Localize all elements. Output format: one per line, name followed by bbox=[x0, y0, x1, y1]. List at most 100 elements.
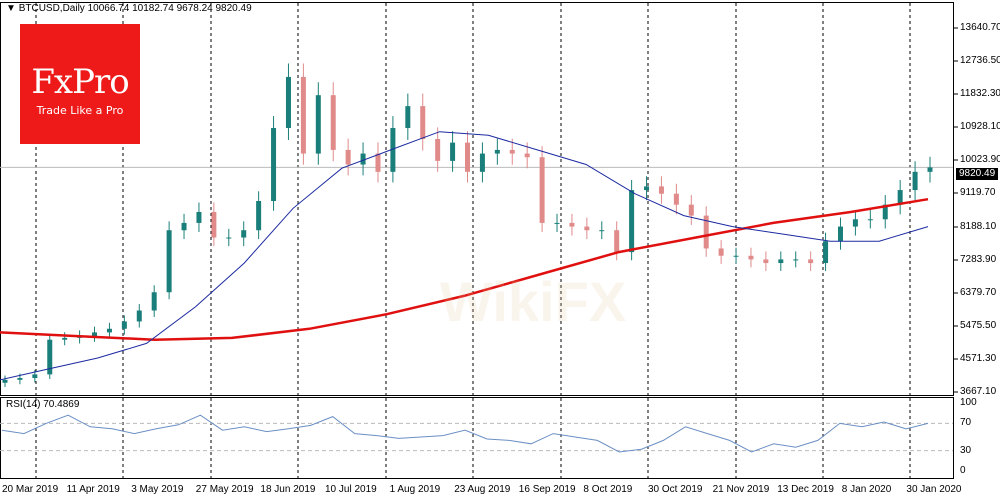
candle-body bbox=[912, 171, 918, 191]
price-tick-label: 11832.30 bbox=[960, 88, 1000, 99]
candle-body bbox=[2, 379, 8, 383]
price-tick-label: 13640.70 bbox=[960, 22, 1000, 33]
candle-body bbox=[882, 204, 888, 220]
candle-body bbox=[852, 219, 858, 227]
candle-body bbox=[733, 255, 739, 257]
candle-body bbox=[106, 328, 112, 333]
candle-body bbox=[315, 95, 321, 154]
date-tick-label: 8 Jan 2020 bbox=[841, 484, 892, 495]
date-tick-label: 23 Aug 2019 bbox=[454, 484, 511, 495]
candle-body bbox=[465, 142, 470, 172]
ohlc-readout: 10066.74 10182.74 9678.24 9820.49 bbox=[87, 3, 252, 14]
candle-body bbox=[435, 138, 441, 161]
candle-body bbox=[703, 215, 709, 249]
candle-body bbox=[778, 259, 784, 264]
logo-tagline: Trade Like a Pro bbox=[36, 104, 124, 117]
candle-body bbox=[92, 332, 98, 337]
date-tick-label: 21 Nov 2019 bbox=[712, 484, 770, 495]
date-tick-label: 30 Oct 2019 bbox=[648, 484, 703, 495]
candle-body bbox=[136, 310, 142, 322]
date-tick-label: 11 Apr 2019 bbox=[66, 484, 120, 495]
candle-body bbox=[748, 255, 754, 260]
watermark: WikiFX bbox=[440, 270, 627, 333]
candle-body bbox=[479, 153, 485, 172]
price-tick-label: 8188.10 bbox=[960, 221, 997, 232]
candle-body bbox=[211, 211, 217, 238]
candle-body bbox=[450, 142, 456, 161]
candle-body bbox=[614, 230, 620, 253]
candle-body bbox=[718, 248, 724, 256]
candle-body bbox=[226, 237, 232, 239]
candle-body bbox=[584, 226, 590, 231]
date-tick-label: 30 Jan 2020 bbox=[906, 484, 962, 495]
rsi-panel-border bbox=[0, 397, 954, 479]
ma-slow-line bbox=[0, 197, 929, 341]
candle-body bbox=[390, 128, 396, 172]
candle-body bbox=[151, 292, 157, 311]
candle-body bbox=[554, 222, 560, 224]
rsi-line bbox=[1, 414, 929, 453]
main-panel-border bbox=[0, 2, 954, 396]
candle-body bbox=[644, 186, 650, 191]
candle-body bbox=[62, 337, 68, 340]
candle-body bbox=[256, 201, 262, 231]
candle-body bbox=[360, 153, 366, 165]
price-tick-label: 12736.50 bbox=[960, 55, 1000, 66]
rsi-tick-label: 100 bbox=[960, 397, 977, 408]
price-tick-label: 10928.10 bbox=[960, 121, 1000, 132]
candle-body bbox=[823, 241, 829, 264]
date-tick-label: 16 Sep 2019 bbox=[518, 484, 576, 495]
candle-body bbox=[837, 226, 843, 242]
candle-body bbox=[867, 219, 873, 221]
candle-body bbox=[405, 106, 411, 129]
candle-body bbox=[17, 378, 23, 380]
symbol-title: BTCUSD,Daily bbox=[18, 3, 85, 14]
candle-body bbox=[808, 259, 814, 264]
chart-title: ▼ BTCUSD,Daily 10066.74 10182.74 9678.24… bbox=[6, 3, 252, 15]
date-tick-label: 8 Oct 2019 bbox=[583, 484, 633, 495]
price-tick-label: 10023.90 bbox=[960, 154, 1000, 165]
price-tick-label: 5475.50 bbox=[960, 320, 997, 331]
candle-body bbox=[673, 193, 679, 205]
date-tick-label: 27 May 2019 bbox=[195, 484, 254, 495]
date-tick-label: 1 Aug 2019 bbox=[389, 484, 441, 495]
logo-brand: FxPro bbox=[31, 62, 129, 102]
candle-body bbox=[300, 76, 306, 154]
date-tick-label: 20 Mar 2019 bbox=[2, 484, 59, 495]
candle-body bbox=[166, 230, 172, 293]
candle-body bbox=[763, 259, 769, 264]
candle-body bbox=[420, 106, 426, 139]
candle-body bbox=[629, 190, 635, 253]
ma-fast-line bbox=[0, 131, 929, 381]
candle-body bbox=[509, 149, 515, 154]
price-tick-label: 6379.70 bbox=[960, 287, 997, 298]
candle-body bbox=[897, 190, 903, 205]
candle-body bbox=[569, 222, 575, 227]
candle-body bbox=[196, 211, 202, 223]
date-tick-label: 13 Dec 2019 bbox=[777, 484, 834, 495]
candle-body bbox=[524, 153, 530, 158]
candle-body bbox=[330, 95, 336, 150]
collapse-triangle-icon[interactable]: ▼ bbox=[6, 3, 16, 14]
date-tick-label: 3 May 2019 bbox=[131, 484, 184, 495]
rsi-tick-label: 30 bbox=[960, 445, 972, 456]
candle-body bbox=[688, 204, 694, 216]
candle-body bbox=[793, 259, 799, 261]
candle-body bbox=[599, 230, 605, 232]
last-price-tag: 9820.49 bbox=[956, 168, 999, 180]
candle-body bbox=[494, 149, 500, 154]
candle-body bbox=[121, 321, 127, 329]
candle-body bbox=[271, 128, 277, 202]
candle-body bbox=[32, 374, 38, 379]
date-tick-label: 10 Jul 2019 bbox=[325, 484, 377, 495]
candle-body bbox=[539, 157, 545, 223]
candle-body bbox=[927, 167, 933, 172]
price-tick-label: 7283.90 bbox=[960, 254, 997, 265]
candle-body bbox=[658, 186, 664, 194]
price-tick-label: 4571.30 bbox=[960, 353, 997, 364]
candle-body bbox=[47, 339, 53, 375]
fxpro-logo: FxPro Trade Like a Pro bbox=[20, 24, 140, 144]
rsi-tick-label: 0 bbox=[960, 465, 966, 476]
candle-body bbox=[375, 153, 381, 172]
price-tick-label: 9119.70 bbox=[960, 187, 996, 198]
